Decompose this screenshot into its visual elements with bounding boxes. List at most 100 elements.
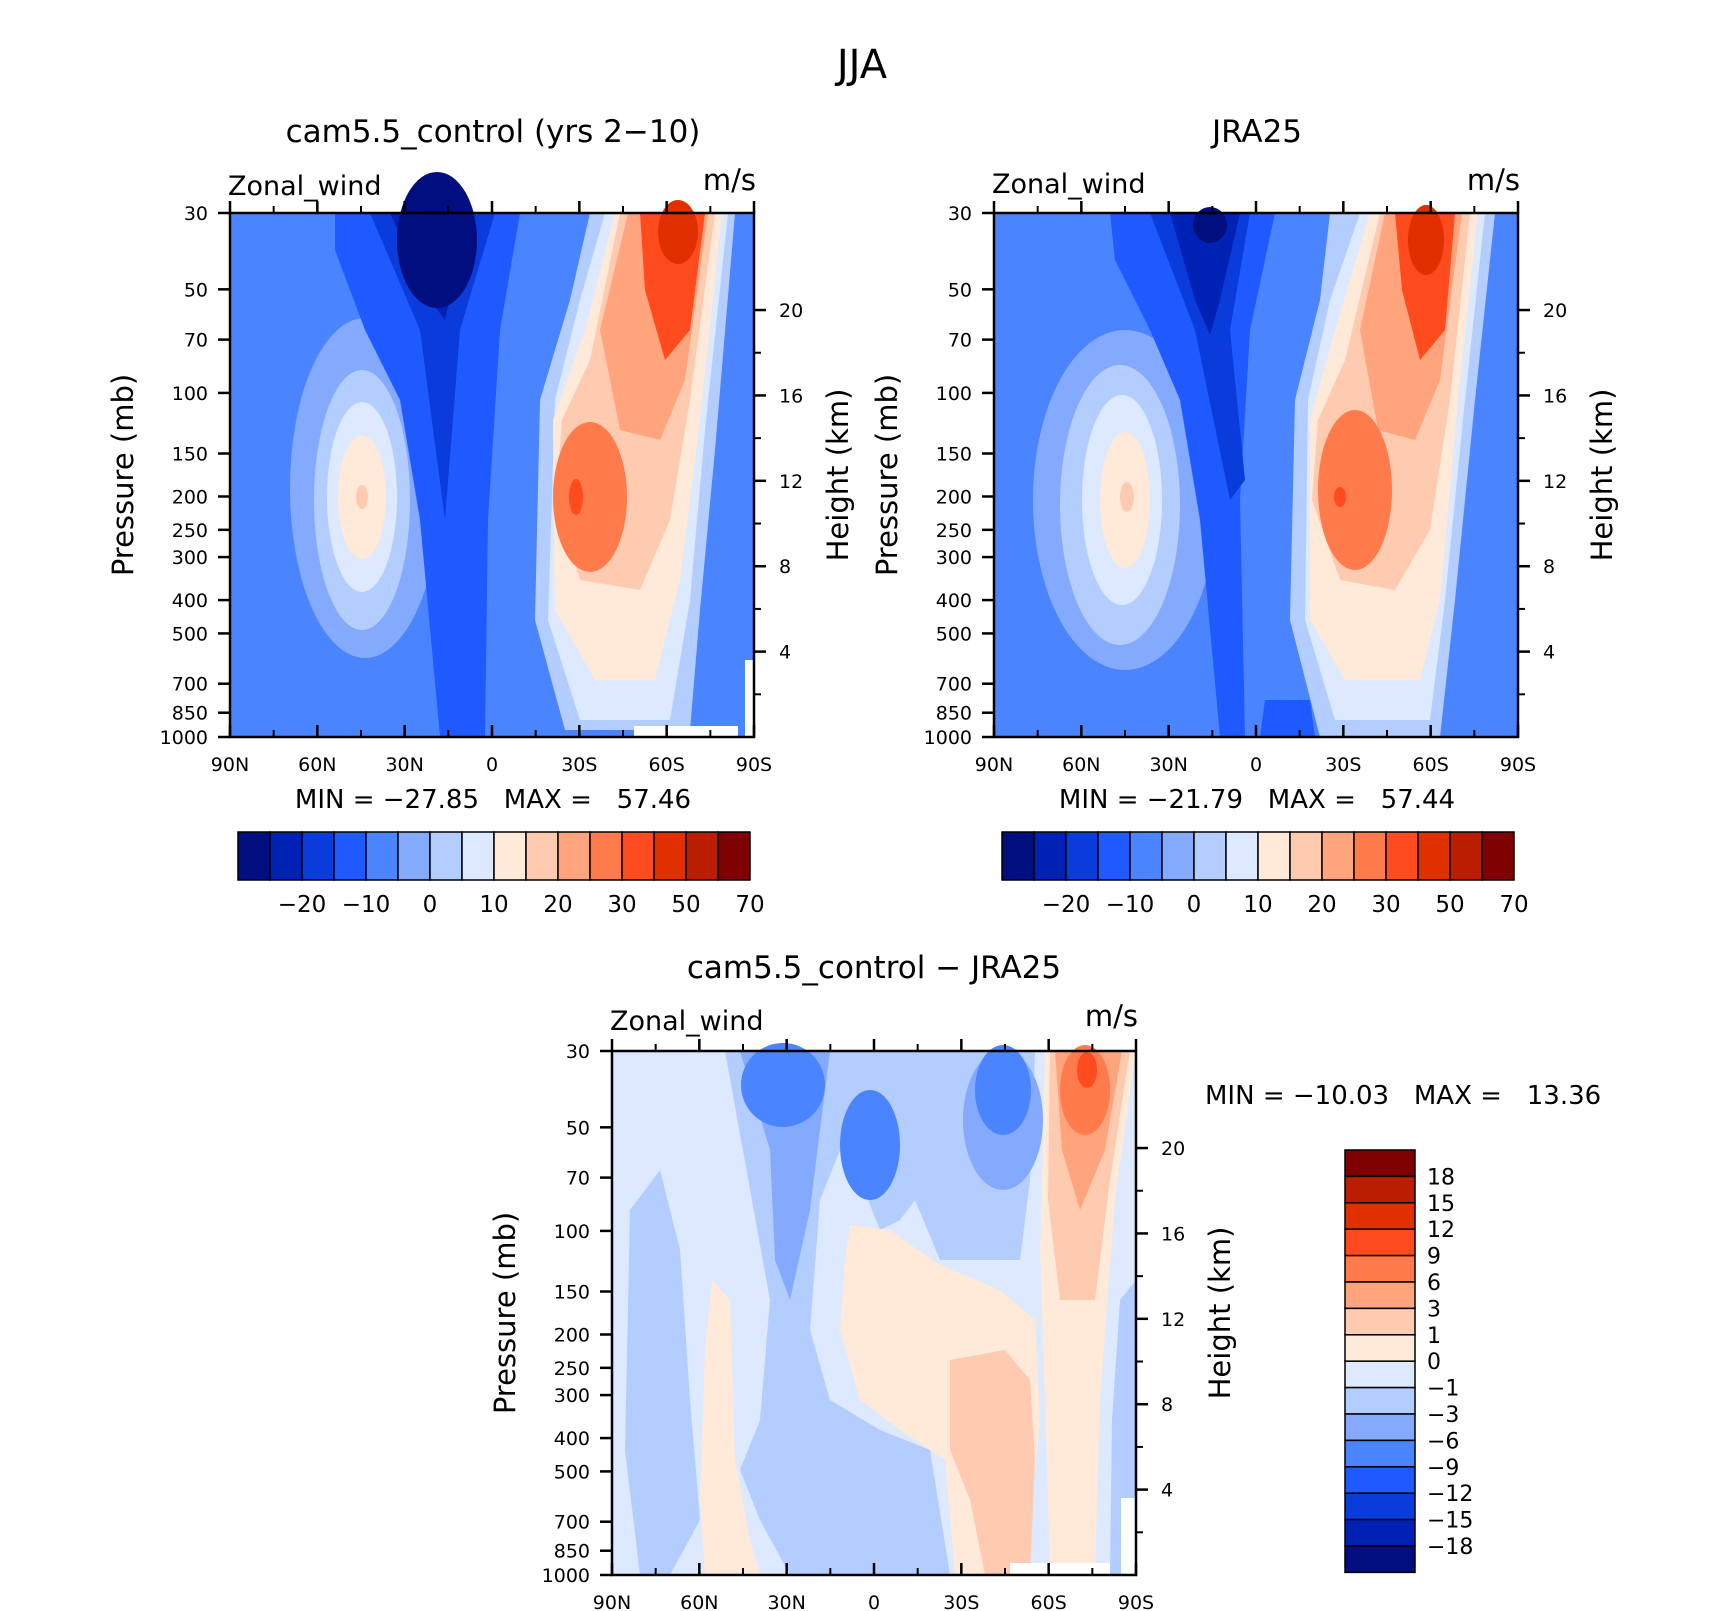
colorbar-label: −6 [1427,1429,1459,1454]
panel-diff-left-label: Zonal_wind [610,1006,764,1037]
colorbar-model-swatches [237,831,751,881]
x-tick-label: 0 [1250,754,1262,776]
y-tick-label: 50 [948,279,972,301]
colorbar-swatch [1344,1254,1416,1283]
contour-diff-pos-polar-core [1077,1052,1097,1088]
y2-tick-label: 8 [1161,1394,1173,1416]
x-tick-label: 90S [736,754,772,776]
panel-obs: JRA25 Zonal_wind m/s 90N 60N 30 [870,114,1619,918]
y2-tick-label: 8 [1543,556,1555,578]
panel-model-stats: MIN = −27.85 MAX = 57.46 [295,785,691,815]
y2-tick-label: 4 [779,642,791,664]
y-tick-label: 100 [554,1221,590,1243]
colorbar-label: 18 [1427,1165,1455,1190]
heatmap-diff-missing-edge [1121,1498,1136,1575]
contour-obs-easterly-band [1110,213,1275,737]
contour-obs-easterly-strong [1150,213,1250,500]
y-tick-label: 30 [184,203,208,225]
y-tick-label: 300 [172,547,208,569]
colorbar-swatch [365,831,399,881]
contour-diff-pos-polar-jet [1060,1045,1110,1135]
colorbar-label: 70 [1499,892,1528,918]
y2-tick-label: 12 [1161,1309,1185,1331]
colorbar-swatch [557,831,591,881]
contour-model-easterly-band [335,213,520,737]
contour-obs-easterly-max [1193,207,1227,243]
colorbar-swatch [1385,831,1419,881]
y-tick-label: 150 [172,444,208,466]
colorbar-swatch [1129,831,1163,881]
colorbar-swatch [1344,1307,1416,1336]
colorbar-swatch [1449,831,1483,881]
x-tick-label: 90S [1118,1592,1154,1611]
x-tick-label: 60N [298,754,336,776]
colorbar-label: 6 [1427,1271,1441,1296]
contour-diff-neg-eq-core [840,1090,900,1200]
colorbar-label: 70 [735,892,764,918]
colorbar-swatch [1344,1386,1416,1415]
y-tick-label: 1000 [924,727,972,749]
contour-diff-neg-nh-core [741,1043,825,1127]
colorbar-label: 20 [1307,892,1336,918]
colorbar-label: 20 [543,892,572,918]
colorbar-label: 3 [1427,1297,1441,1322]
colorbar-label: 50 [671,892,700,918]
colorbar-obs-labels: −20 −10 0 10 20 30 50 70 [1042,892,1529,918]
heatmap-model-missing-edge [745,660,754,737]
contour-model-sh-subjet [553,422,627,572]
y-tick-label: 700 [936,674,972,696]
colorbar-swatch [1001,831,1035,881]
panel-model-ylabel: Pressure (mb) [106,374,140,576]
colorbar-label: 10 [1243,892,1272,918]
panel-diff-ylabel: Pressure (mb) [488,1212,522,1414]
panel-diff-stats: MIN = −10.03 MAX = 13.36 [1205,1081,1601,1111]
colorbar-diff-swatches [1344,1149,1416,1574]
colorbar-label: 15 [1427,1192,1455,1217]
contour-obs-sh-subjet [1318,410,1392,570]
contour-model-easterly-max [397,172,477,308]
y-tick-label: 850 [172,703,208,725]
x-tick-label: 30N [767,1592,805,1611]
panel-obs-stats: MIN = −21.79 MAX = 57.44 [1059,785,1455,815]
panel-diff: cam5.5_control − JRA25 Zonal_wind m/s [488,950,1601,1611]
colorbar-swatch [237,831,271,881]
colorbar-label: 12 [1427,1218,1455,1243]
colorbar-label: 0 [423,892,438,918]
colorbar-swatch [493,831,527,881]
y-tick-label: 30 [566,1041,590,1063]
y-tick-label: 70 [184,330,208,352]
colorbar-swatch [1097,831,1131,881]
colorbar-label: 50 [1435,892,1464,918]
contour-model-sh-subjet-core [569,479,583,515]
y-tick-label: 500 [936,623,972,645]
y2-tick-label: 20 [1161,1138,1185,1160]
contour-obs-midlat-core [1120,482,1134,512]
y-tick-label: 300 [936,547,972,569]
y-tick-label: 1000 [542,1565,590,1587]
panel-model-units-label: m/s [703,163,756,197]
colorbar-swatch [621,831,655,881]
colorbar-swatch [1344,1545,1416,1574]
colorbar-swatch [1344,1492,1416,1521]
x-tick-label: 90N [593,1592,631,1611]
contour-obs-easterly-core [1170,213,1240,335]
colorbar-swatch [1033,831,1067,881]
main-title: JJA [834,42,888,88]
colorbar-swatch [589,831,623,881]
y-tick-label: 700 [172,674,208,696]
colorbar-label: −20 [278,892,327,918]
colorbar-swatch [1257,831,1291,881]
y2-tick-label: 4 [1161,1480,1173,1502]
axis-ticks-model: 90N 60N 30N 0 30S 60S 90S 30 50 70 100 150 200 250 300… [160,201,803,776]
x-tick-label: 60S [1031,1592,1067,1611]
colorbar-swatch [461,831,495,881]
panel-obs-units-label: m/s [1467,163,1520,197]
y-tick-label: 250 [936,520,972,542]
y-tick-label: 150 [554,1282,590,1304]
y-tick-label: 50 [566,1117,590,1139]
colorbar-label: −20 [1042,892,1091,918]
y-tick-label: 300 [554,1385,590,1407]
y2-tick-label: 8 [779,556,791,578]
colorbar-swatch [1481,831,1515,881]
